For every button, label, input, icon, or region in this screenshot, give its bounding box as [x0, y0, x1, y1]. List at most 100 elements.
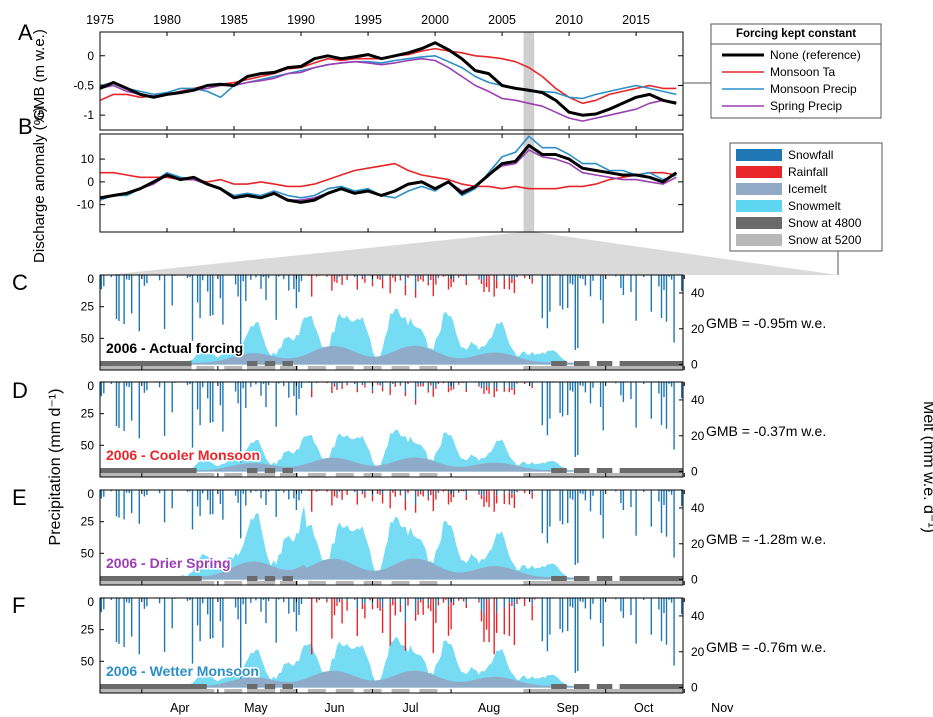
panel-e-snowfall-bar [546, 490, 549, 544]
panel-f-snow-4800-cell [176, 684, 179, 689]
panel-f-snow-4800-cell [596, 684, 600, 689]
panel-f-snow-5200-cell [535, 689, 539, 693]
panel-f-snow-5200-cell [125, 689, 129, 693]
panel-e-snow-5200-cell [345, 581, 349, 585]
panel-e-snow-5200-cell [143, 581, 146, 585]
panel-f-snow-5200-cell [188, 689, 192, 693]
panel-e-snow-4800-cell [574, 576, 577, 581]
panel-e-snow-5200-cell [655, 581, 658, 585]
panel-e-snow-5200-cell [163, 581, 167, 585]
panel-c-snowfall-bar [572, 275, 574, 285]
panel-c-snow-4800-cell [660, 361, 664, 366]
panel-d-snowfall-bar [189, 382, 191, 384]
panel-e-snow-5200-cell [287, 581, 291, 585]
panel-f-snowfall-bar [427, 598, 429, 605]
panel-e-snow-5200-cell [667, 581, 671, 585]
panel-e-snow-4800-cell [150, 576, 154, 581]
panel-f-snowfall-bar [663, 598, 665, 614]
panel-e-snow-5200-cell [535, 581, 539, 585]
panel-f-snowfall-bar [186, 598, 189, 602]
panel-d-snow-5200-cell [188, 473, 192, 477]
panel-c-snow-5200-cell [421, 366, 425, 370]
panel-e-snow-5200-cell [368, 581, 372, 585]
panel-e-snow-5200-cell [530, 581, 534, 585]
panel-c-snowfall-bar [650, 275, 652, 312]
panel-d-snow-4800-cell [657, 468, 661, 473]
panel-f-snowfall-bar [199, 598, 201, 642]
panel-c-snow-4800-cell [596, 361, 600, 366]
year-tick-label: 1980 [153, 13, 181, 27]
panel-e-snow-5200-cell [231, 581, 235, 585]
panel-f-snow-5200-cell [432, 689, 435, 693]
panel-letter-d: D [12, 378, 28, 403]
panel-e-snow-5200-cell [538, 581, 542, 585]
panel-f-snow-5200-cell [201, 689, 205, 693]
panel-f-rainfall-bar [331, 598, 333, 639]
panel-c-snow-5200-cell [145, 366, 149, 370]
panel-f-snow-5200-cell [163, 689, 167, 693]
panel-f-rainfall-bar [463, 598, 465, 602]
panel-f-snow-4800-cell [650, 684, 653, 689]
panel-e-rainfall-bar [483, 496, 485, 507]
panel-f-snow-5200-cell [523, 689, 527, 693]
panel-c-snow-4800-cell [634, 361, 638, 366]
panel-f-snow-4800-cell [170, 684, 174, 689]
panel-d-snow-5200-cell [110, 473, 113, 477]
panel-c-snow-5200-cell [373, 366, 377, 370]
panel-f-snow-4800-cell [155, 684, 159, 689]
panel-d-snow-4800-cell [117, 468, 121, 473]
panel-c-snowfall-bar [361, 275, 364, 277]
panel-d-snowfall-bar [394, 382, 396, 385]
panel-f-snowfall-bar [574, 598, 576, 673]
panel-f-snowfall-bar [404, 598, 407, 623]
panel-f-rainfall-bar [508, 602, 511, 636]
panel-c-snow-5200-cell [234, 366, 238, 370]
panel-c-snow-4800-cell [601, 361, 605, 366]
panel-f-snow-4800-cell [632, 684, 636, 689]
panel-c-snow-5200-cell [236, 366, 240, 370]
panel-d-snowfall-bar [673, 382, 675, 450]
panel-c-snow-5200-cell [290, 366, 293, 370]
panel-f-snowfall-bar [219, 598, 222, 622]
panel-c-snowfall-bar [158, 275, 161, 281]
panel-b-series-0-line [99, 143, 678, 204]
panel-e-snowfall-bar [354, 490, 356, 492]
panel-c-rainfall-bar [463, 275, 465, 277]
panel-c-rainfall-bar [389, 276, 391, 294]
panel-e-snow-4800-cell [100, 576, 103, 581]
panel-c-snow-4800-cell [138, 361, 141, 366]
panel-c-snow-5200-cell [345, 366, 349, 370]
panel-f-snow-4800-cell [677, 684, 681, 689]
panel-e-snowfall-bar [452, 490, 455, 495]
panel-f-snow-5200-cell [262, 689, 266, 693]
panel-c-snow-5200-cell [561, 366, 565, 370]
panel-c-snowfall-bar [447, 275, 450, 278]
panel-d-snowfall-bar [389, 382, 391, 388]
panel-e-snow-5200-cell [553, 581, 557, 585]
panel-d-snow-5200-cell [391, 473, 395, 477]
panel-e-snowfall-bar [567, 490, 569, 523]
panel-f-rainfall-bar [480, 609, 483, 622]
panel-e-snow-5200-cell [652, 581, 656, 585]
panel-f-snow-4800-cell [660, 684, 664, 689]
panel-c-snow-4800-cell [584, 361, 587, 366]
panel-f-snow-5200-cell [421, 689, 425, 693]
panel-f-left-tick-label: 25 [81, 623, 95, 637]
panel-c-snow-5200-cell [432, 366, 435, 370]
panel-e-snow-4800-cell [624, 576, 628, 581]
scenario-gmb-cooler: GMB = -0.37m w.e. [706, 423, 826, 439]
panel-e-snowfall-bar [668, 490, 670, 492]
panel-d-snow-5200-cell [120, 473, 124, 477]
panel-f-rainfall-bar [485, 598, 488, 630]
panel-e-snow-5200-cell [672, 581, 676, 585]
panel-d-snowfall-bar [288, 382, 290, 398]
panel-e-snow-4800-cell [622, 576, 625, 581]
panel-f-snow-5200-cell [208, 689, 212, 693]
panel-c-snow-5200-cell [617, 366, 620, 370]
panel-f-snow-5200-cell [399, 689, 402, 693]
panel-c-rainfall-bar [452, 279, 455, 283]
panel-e-snowfall-bar [163, 490, 166, 523]
panel-d-snow-5200-cell [340, 473, 344, 477]
panel-f-snowfall-bar [478, 598, 480, 601]
panel-c-snowfall-bar [615, 275, 617, 277]
